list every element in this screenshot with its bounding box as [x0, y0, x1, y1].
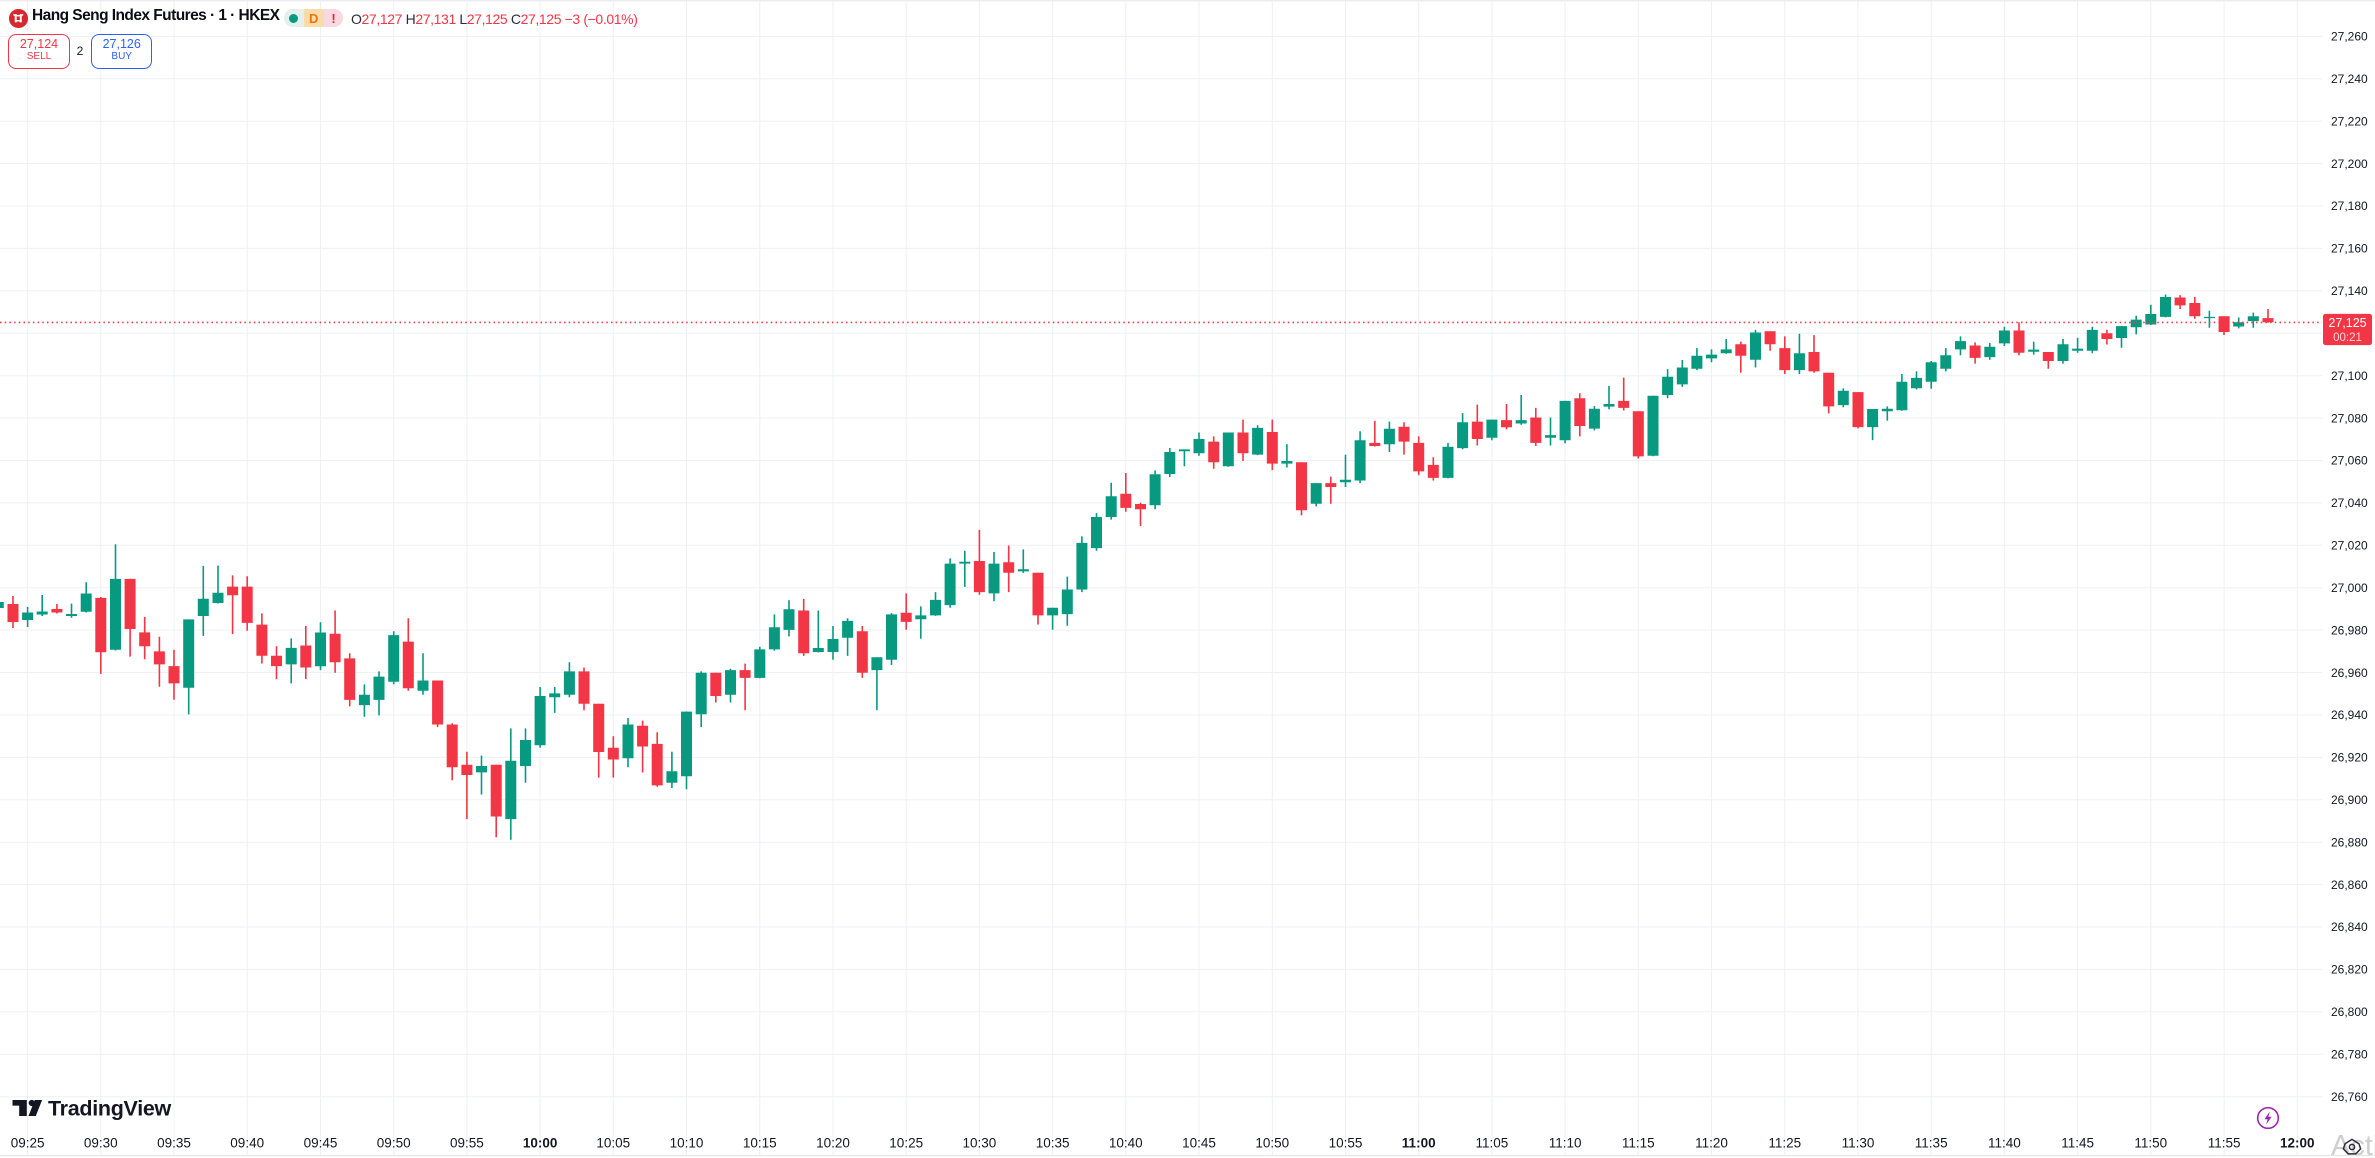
svg-text:27,060: 27,060 [2331, 454, 2368, 468]
svg-text:27,080: 27,080 [2331, 411, 2368, 425]
svg-text:10:50: 10:50 [1255, 1136, 1289, 1151]
svg-text:26,860: 26,860 [2331, 878, 2368, 892]
svg-text:11:50: 11:50 [2134, 1136, 2167, 1151]
svg-text:26,980: 26,980 [2331, 623, 2368, 637]
svg-text:11:40: 11:40 [1988, 1136, 2021, 1151]
svg-text:27,240: 27,240 [2331, 72, 2368, 86]
svg-text:11:35: 11:35 [1915, 1136, 1948, 1151]
svg-text:11:20: 11:20 [1695, 1136, 1728, 1151]
svg-text:27,200: 27,200 [2331, 157, 2368, 171]
svg-text:27,020: 27,020 [2331, 539, 2368, 553]
svg-text:09:45: 09:45 [304, 1136, 338, 1151]
svg-text:10:30: 10:30 [963, 1136, 997, 1151]
svg-text:TradingView: TradingView [48, 1097, 172, 1121]
svg-text:26,840: 26,840 [2331, 920, 2368, 934]
svg-text:11:45: 11:45 [2061, 1136, 2094, 1151]
svg-text:10:25: 10:25 [889, 1136, 923, 1151]
svg-text:11:30: 11:30 [1842, 1136, 1875, 1151]
svg-text:10:20: 10:20 [816, 1136, 850, 1151]
svg-text:09:35: 09:35 [157, 1136, 191, 1151]
svg-text:26,940: 26,940 [2331, 708, 2368, 722]
svg-text:26,920: 26,920 [2331, 751, 2368, 765]
svg-text:10:15: 10:15 [743, 1136, 777, 1151]
svg-text:10:00: 10:00 [523, 1136, 558, 1151]
svg-text:10:35: 10:35 [1036, 1136, 1070, 1151]
svg-text:10:55: 10:55 [1329, 1136, 1363, 1151]
svg-text:09:50: 09:50 [377, 1136, 411, 1151]
svg-text:11:15: 11:15 [1622, 1136, 1655, 1151]
svg-text:11:55: 11:55 [2208, 1136, 2241, 1151]
svg-text:12:00: 12:00 [2280, 1136, 2315, 1151]
svg-text:26,960: 26,960 [2331, 666, 2368, 680]
svg-text:27,140: 27,140 [2331, 284, 2368, 298]
svg-text:09:30: 09:30 [84, 1136, 118, 1151]
svg-text:27,100: 27,100 [2331, 369, 2368, 383]
svg-text:10:10: 10:10 [670, 1136, 704, 1151]
svg-text:27,260: 27,260 [2331, 30, 2368, 44]
svg-text:09:40: 09:40 [230, 1136, 264, 1151]
svg-text:10:40: 10:40 [1109, 1136, 1143, 1151]
svg-text:27,220: 27,220 [2331, 114, 2368, 128]
svg-text:26,900: 26,900 [2331, 793, 2368, 807]
svg-text:27,125: 27,125 [2328, 316, 2366, 330]
svg-text:26,880: 26,880 [2331, 835, 2368, 849]
svg-text:10:05: 10:05 [596, 1136, 630, 1151]
svg-text:09:55: 09:55 [450, 1136, 484, 1151]
svg-text:11:05: 11:05 [1476, 1136, 1509, 1151]
svg-text:11:10: 11:10 [1549, 1136, 1582, 1151]
svg-text:27,040: 27,040 [2331, 496, 2368, 510]
svg-text:00:21: 00:21 [2333, 332, 2362, 344]
svg-text:26,780: 26,780 [2331, 1047, 2368, 1061]
svg-text:27,000: 27,000 [2331, 581, 2368, 595]
svg-text:27,160: 27,160 [2331, 242, 2368, 256]
svg-text:10:45: 10:45 [1182, 1136, 1216, 1151]
svg-text:26,820: 26,820 [2331, 963, 2368, 977]
svg-text:09:25: 09:25 [11, 1136, 45, 1151]
svg-text:26,760: 26,760 [2331, 1090, 2368, 1104]
svg-text:27,180: 27,180 [2331, 199, 2368, 213]
svg-text:11:00: 11:00 [1402, 1136, 1436, 1151]
svg-text:26,800: 26,800 [2331, 1005, 2368, 1019]
svg-text:11:25: 11:25 [1768, 1136, 1801, 1151]
